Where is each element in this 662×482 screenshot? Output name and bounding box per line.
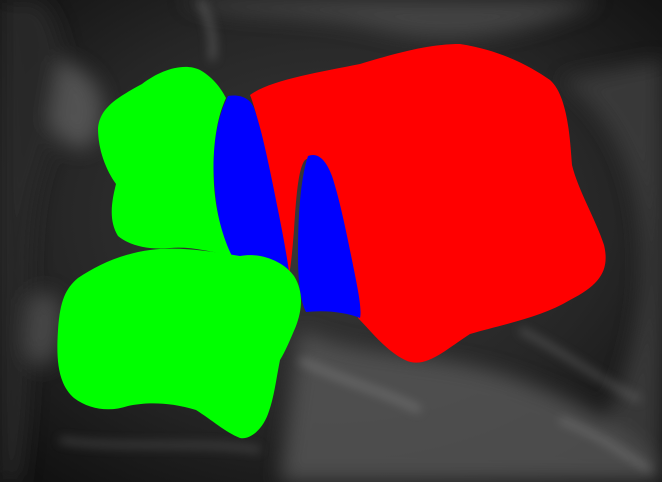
blue-region-left — [213, 95, 290, 280]
blue-region-right — [298, 154, 361, 318]
green-region-upper — [98, 66, 232, 256]
red-region — [250, 44, 606, 363]
green-region-lower — [57, 248, 301, 439]
